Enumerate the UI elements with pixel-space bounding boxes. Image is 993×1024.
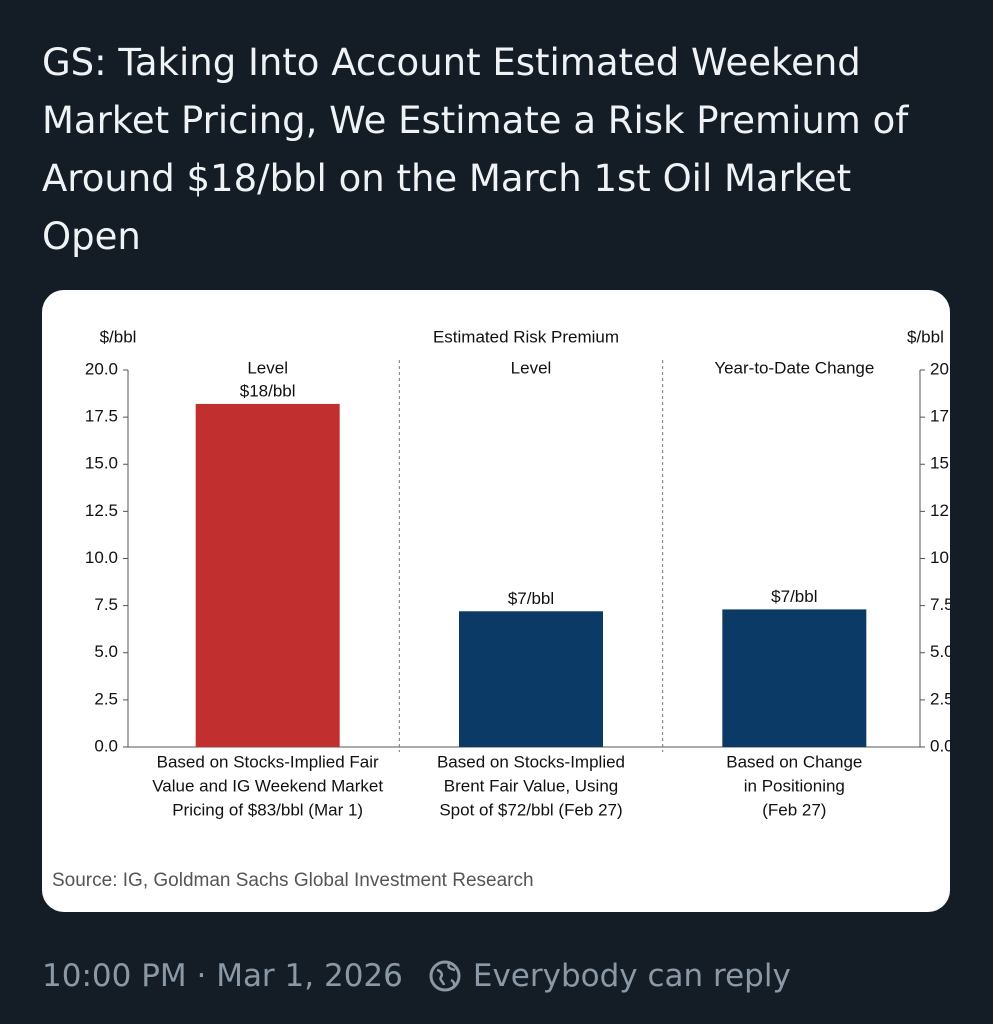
y2-axis-label: $/bbl bbox=[907, 327, 944, 346]
y-tick-label: 0.0 bbox=[94, 736, 118, 755]
y-tick-label: 15.0 bbox=[85, 454, 118, 473]
chart-title: Estimated Risk Premium bbox=[433, 327, 619, 346]
y2-tick-label: 15.0 bbox=[930, 454, 950, 473]
timestamp[interactable]: 10:00 PM · Mar 1, 2026 bbox=[42, 958, 403, 994]
panel-title: Level bbox=[511, 358, 552, 377]
x-tick-label: Based on Change bbox=[726, 752, 862, 771]
y2-tick-label: 0.0 bbox=[930, 736, 950, 755]
panel-title: Year-to-Date Change bbox=[714, 358, 874, 377]
reply-setting: Everybody can reply bbox=[472, 958, 791, 994]
x-tick-label: Value and IG Weekend Market bbox=[152, 776, 383, 795]
x-tick-label: Spot of $72/bbl (Feb 27) bbox=[439, 800, 622, 819]
x-tick-label: in Positioning bbox=[744, 776, 845, 795]
y2-tick-label: 10.0 bbox=[930, 548, 950, 567]
y-tick-label: 12.5 bbox=[85, 501, 118, 520]
y-tick-label: 7.5 bbox=[94, 595, 118, 614]
y2-tick-label: 17.5 bbox=[930, 407, 950, 426]
y-axis-label: $/bbl bbox=[100, 327, 137, 346]
x-tick-label: Based on Stocks-Implied bbox=[437, 752, 625, 771]
y2-tick-label: 7.5 bbox=[930, 595, 950, 614]
value-label: $18/bbl bbox=[240, 381, 296, 400]
chart: $/bbl Estimated Risk Premium $/bbl Sourc… bbox=[52, 327, 950, 891]
y2-tick-label: 2.5 bbox=[930, 689, 950, 708]
globe-icon bbox=[429, 960, 461, 992]
bar bbox=[195, 403, 340, 747]
x-tick-label: Brent Fair Value, Using bbox=[444, 776, 618, 795]
y-tick-label: 20.0 bbox=[85, 359, 118, 378]
y2-tick-label: 20.0 bbox=[930, 359, 950, 378]
bar bbox=[459, 611, 603, 747]
panel-title: Level bbox=[247, 358, 288, 377]
x-tick-label: Based on Stocks-Implied Fair bbox=[157, 752, 379, 771]
y-tick-label: 5.0 bbox=[94, 642, 118, 661]
y2-tick-label: 12.5 bbox=[930, 501, 950, 520]
bar bbox=[722, 609, 867, 747]
y-tick-label: 2.5 bbox=[94, 689, 118, 708]
value-label: $7/bbl bbox=[771, 587, 817, 606]
chart-card[interactable]: $/bbl Estimated Risk Premium $/bbl Sourc… bbox=[42, 290, 950, 912]
source-note: Source: IG, Goldman Sachs Global Investm… bbox=[52, 870, 534, 891]
post-text: GS: Taking Into Account Estimated Weeken… bbox=[42, 41, 909, 258]
y-tick-label: 17.5 bbox=[85, 407, 118, 426]
y-tick-label: 10.0 bbox=[85, 548, 118, 567]
post-footer: 10:00 PM · Mar 1, 2026 Everybody can rep… bbox=[42, 958, 791, 994]
y2-tick-label: 5.0 bbox=[930, 642, 950, 661]
x-tick-label: (Feb 27) bbox=[762, 800, 826, 819]
value-label: $7/bbl bbox=[508, 589, 554, 608]
x-tick-label: Pricing of $83/bbl (Mar 1) bbox=[172, 800, 363, 819]
